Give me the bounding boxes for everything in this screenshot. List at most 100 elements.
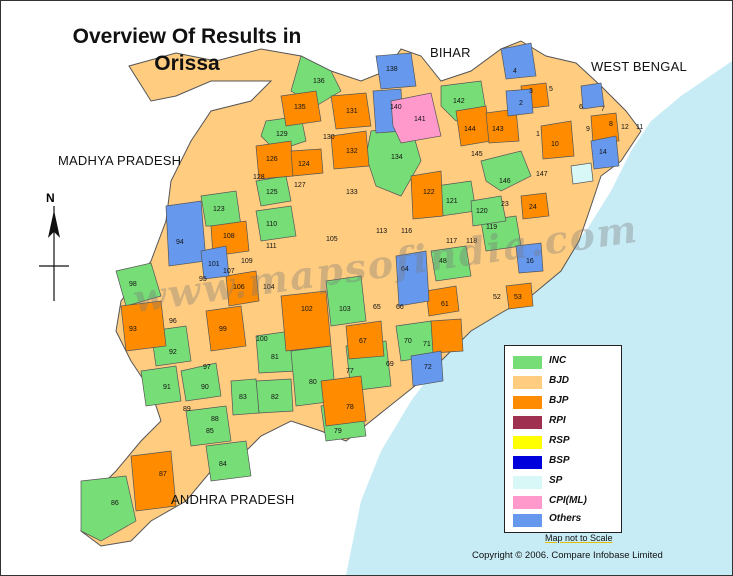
title-line-2: Orissa: [154, 52, 220, 75]
svg-text:91: 91: [163, 384, 171, 391]
svg-text:67: 67: [359, 338, 367, 345]
svg-text:96: 96: [169, 318, 177, 325]
svg-text:85: 85: [206, 428, 214, 435]
svg-text:135: 135: [294, 104, 306, 111]
svg-text:79: 79: [334, 428, 342, 435]
region-98: [115, 262, 162, 307]
svg-text:113: 113: [376, 228, 387, 235]
legend-swatch: [513, 436, 542, 449]
svg-text:144: 144: [464, 126, 476, 133]
region-16: [570, 162, 594, 185]
svg-text:24: 24: [529, 204, 537, 211]
region-141: [390, 92, 442, 144]
region-8: [590, 112, 620, 145]
region-101: [200, 245, 230, 280]
region-103: [325, 275, 367, 327]
svg-text:131: 131: [346, 108, 358, 115]
region-131: [330, 92, 372, 130]
legend-row-bsp: BSP: [505, 454, 621, 472]
legend-row-rsp: RSP: [505, 434, 621, 452]
svg-text:103: 103: [339, 306, 351, 313]
compass-north-label: N: [46, 191, 55, 205]
svg-text:2: 2: [519, 100, 523, 107]
svg-text:80: 80: [309, 379, 317, 386]
svg-text:83: 83: [239, 394, 247, 401]
svg-text:141: 141: [414, 116, 426, 123]
svg-text:142: 142: [453, 98, 465, 105]
legend-label: RPI: [549, 415, 566, 426]
svg-text:109: 109: [241, 258, 253, 265]
region-14: [590, 135, 620, 170]
label-andhra-pradesh: ANDHRA PRADESH: [171, 492, 295, 507]
legend-label: INC: [549, 355, 567, 366]
svg-text:133: 133: [346, 189, 358, 196]
svg-text:89: 89: [183, 406, 191, 413]
svg-text:129: 129: [276, 131, 288, 138]
svg-text:147: 147: [536, 171, 548, 178]
svg-text:95: 95: [199, 276, 207, 283]
svg-text:134: 134: [391, 154, 403, 161]
legend-row-inc: INC: [505, 354, 621, 372]
svg-text:119: 119: [486, 224, 497, 231]
svg-text:118: 118: [466, 238, 477, 245]
legend-swatch: [513, 396, 542, 409]
svg-text:122: 122: [423, 189, 435, 196]
legend-swatch: [513, 514, 542, 527]
svg-text:53: 53: [514, 294, 522, 301]
svg-text:111: 111: [266, 243, 277, 250]
region-138: [375, 52, 417, 90]
region-53: [505, 282, 534, 310]
svg-text:138: 138: [386, 66, 398, 73]
region-93: [120, 300, 167, 352]
region-132: [330, 130, 370, 170]
svg-text:101: 101: [208, 261, 220, 268]
region-135: [280, 90, 322, 127]
title-line-1: Overview Of Results in: [72, 25, 302, 48]
svg-text:117: 117: [446, 238, 457, 245]
region-sm1: [515, 242, 544, 274]
svg-text:106: 106: [233, 284, 245, 291]
svg-text:93: 93: [129, 326, 137, 333]
svg-text:65: 65: [373, 304, 381, 311]
svg-text:11: 11: [636, 124, 643, 131]
legend-swatch: [513, 356, 542, 369]
region-86: [80, 475, 137, 542]
region-64: [395, 250, 430, 307]
legend-swatch: [513, 456, 542, 469]
legend-swatch: [513, 476, 542, 489]
bjp-regions: [120, 82, 620, 512]
svg-text:9: 9: [586, 126, 590, 133]
svg-text:7: 7: [601, 106, 605, 113]
region-71: [430, 318, 464, 354]
svg-text:132: 132: [346, 148, 358, 155]
svg-text:136: 136: [313, 78, 325, 85]
legend-label: Others: [549, 513, 582, 524]
svg-text:125: 125: [266, 189, 278, 196]
svg-text:10: 10: [551, 141, 559, 148]
region-67: [345, 320, 385, 360]
svg-text:104: 104: [263, 284, 275, 291]
svg-text:128: 128: [253, 174, 265, 181]
legend-row-cpiml: CPI(ML): [505, 494, 621, 512]
region-10: [540, 120, 575, 160]
legend: INC BJD BJP RPI RSP BSP SP CPI(ML): [504, 345, 622, 533]
svg-text:70: 70: [404, 338, 412, 345]
region-99: [205, 305, 247, 352]
svg-text:140: 140: [390, 104, 402, 111]
svg-text:12: 12: [621, 124, 629, 131]
svg-text:116: 116: [401, 228, 412, 235]
svg-text:145: 145: [471, 151, 483, 158]
region-94: [165, 200, 207, 267]
svg-text:5: 5: [549, 86, 553, 93]
region-146: [480, 150, 532, 192]
legend-label: BJD: [549, 375, 570, 386]
svg-text:66: 66: [396, 304, 404, 311]
svg-text:48: 48: [439, 258, 447, 265]
region-124: [290, 148, 324, 177]
svg-text:143: 143: [492, 126, 504, 133]
region-106: [225, 270, 260, 307]
svg-text:126: 126: [266, 156, 278, 163]
region-87: [130, 450, 177, 512]
